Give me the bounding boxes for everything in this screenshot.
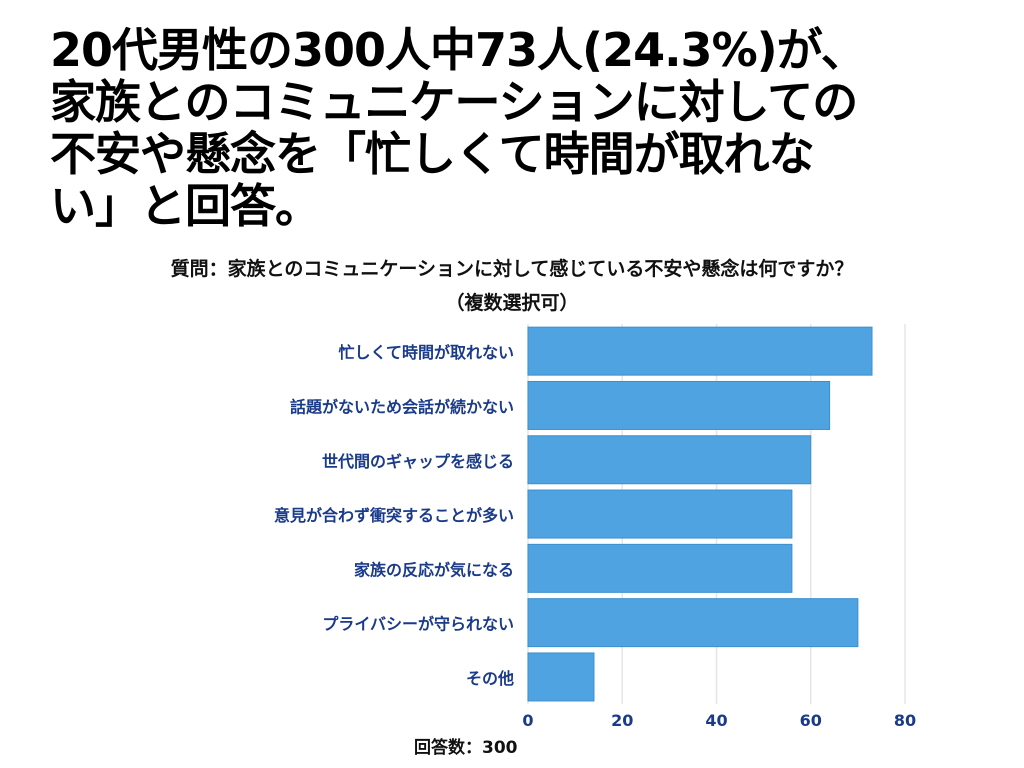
x-tick-label-4: 80	[894, 711, 916, 730]
category-label-0: 忙しくて時間が取れない	[338, 343, 514, 362]
respondent-count: 回答数：300	[414, 738, 518, 758]
bar-5	[527, 598, 859, 648]
category-label-5: プライバシーが守られない	[322, 615, 514, 634]
headline-line-2: 家族とのコミュニケーションに対しての	[50, 75, 858, 129]
question-line-2: （複数選択可）	[445, 292, 579, 314]
x-tick-label-2: 40	[705, 711, 727, 730]
category-label-2: 世代間のギャップを感じる	[322, 452, 514, 471]
x-tick-label-0: 0	[522, 711, 533, 730]
bar-2	[527, 435, 812, 485]
question-line-1: 質問：家族とのコミュニケーションに対して感じている不安や懸念は何ですか？	[170, 258, 854, 280]
category-label-1: 話題がないため会話が続かない	[290, 397, 514, 416]
bar-3	[527, 489, 793, 539]
category-label-3: 意見が合わず衝突することが多い	[274, 506, 514, 525]
x-tick-label-3: 60	[800, 711, 822, 730]
bar-6	[527, 652, 595, 702]
question-text: 質問：家族とのコミュニケーションに対して感じている不安や懸念は何ですか？ （複数…	[0, 252, 1024, 320]
bar-4	[527, 543, 793, 593]
bar-0	[527, 326, 873, 376]
headline-line-4: い」と回答。	[50, 179, 321, 233]
bar-1	[527, 380, 831, 430]
category-label-4: 家族の反応が気になる	[354, 560, 514, 579]
headline-line-1: 20代男性の300人中73人(24.3%)が、	[50, 23, 867, 77]
category-label-6: その他	[466, 669, 514, 688]
headline: 20代男性の300人中73人(24.3%)が、 家族とのコミュニケーションに対し…	[50, 24, 1000, 232]
x-tick-label-1: 20	[611, 711, 633, 730]
headline-line-3: 不安や懸念を「忙しくて時間が取れな	[50, 127, 815, 181]
